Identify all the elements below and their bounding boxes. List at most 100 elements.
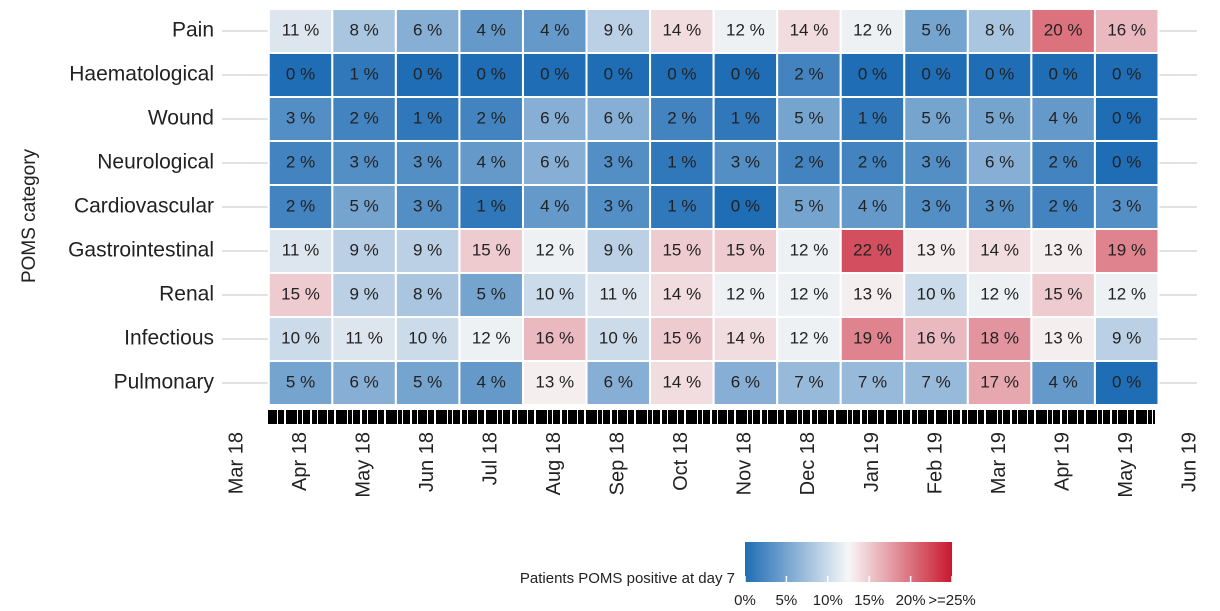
y-axis-label: POMS category	[19, 148, 40, 283]
cell-label: 12 %	[1107, 284, 1146, 303]
cell	[267, 360, 334, 406]
x-tick-label: Mar 19	[988, 432, 1010, 494]
cell	[903, 96, 969, 142]
cell	[966, 272, 1033, 318]
x-tick-label: Apr 18	[289, 432, 311, 491]
cell-label: 6 %	[540, 152, 569, 171]
cell-label: 5 %	[985, 108, 1014, 127]
cell-label: 4 %	[1049, 372, 1078, 391]
cell-label: 0 %	[540, 64, 569, 83]
cell-label: 0 %	[1112, 152, 1141, 171]
cell-label: 14 %	[726, 328, 765, 347]
colorbar-tick-label: 10%	[813, 592, 843, 609]
cell-label: 12 %	[726, 20, 765, 39]
cell-label: 12 %	[472, 328, 511, 347]
cell-label: 4 %	[477, 372, 506, 391]
cell	[394, 360, 461, 406]
cell	[331, 360, 397, 406]
cell-label: 11 %	[282, 20, 320, 39]
cell-label: 1 %	[667, 152, 696, 171]
cell-label: 2 %	[349, 108, 378, 127]
cell-label: 0 %	[1112, 372, 1141, 391]
cell-label: 0 %	[921, 64, 950, 83]
cell-label: 12 %	[790, 284, 829, 303]
cell-label: 10 %	[599, 328, 638, 347]
x-tick-label: Nov 18	[734, 432, 756, 495]
cell	[712, 8, 779, 54]
cell-label: 0 %	[985, 64, 1014, 83]
cell-label: 3 %	[1112, 196, 1141, 215]
cell	[966, 52, 1033, 98]
cell-label: 9 %	[349, 284, 378, 303]
cell	[458, 8, 524, 54]
cell-label: 8 %	[413, 284, 442, 303]
colorbar-tick-label: 15%	[854, 592, 884, 609]
cell-label: 19 %	[853, 328, 892, 347]
cell-label: 15 %	[281, 284, 320, 303]
cell-label: 9 %	[349, 240, 378, 259]
cell-label: 15 %	[662, 328, 701, 347]
cell-label: 9 %	[413, 240, 442, 259]
cell-label: 2 %	[286, 152, 315, 171]
cell-label: 3 %	[921, 196, 950, 215]
cell-label: 5 %	[921, 108, 950, 127]
cell-label: 5 %	[349, 196, 378, 215]
cell-label: 10 %	[408, 328, 447, 347]
cell-label: 12 %	[853, 20, 892, 39]
cell	[903, 360, 969, 406]
cell-label: 20 %	[1044, 20, 1083, 39]
cell-label: 2 %	[858, 152, 887, 171]
cell-label: 3 %	[985, 196, 1014, 215]
cell-label: 6 %	[540, 108, 569, 127]
cell-label: 7 %	[794, 372, 823, 391]
cell-label: 17 %	[980, 372, 1019, 391]
cell-label: 1 %	[667, 196, 696, 215]
cell-label: 0 %	[1112, 64, 1141, 83]
cell-label: 1 %	[858, 108, 887, 127]
cell	[1093, 360, 1160, 406]
cell-label: 9 %	[1112, 328, 1141, 347]
row-label: Neurological	[97, 151, 214, 174]
cell-label: 3 %	[921, 152, 950, 171]
cell	[649, 228, 715, 274]
cell	[585, 184, 652, 230]
x-tick-label: Mar 18	[225, 432, 247, 494]
cell	[1093, 184, 1160, 230]
cell-label: 0 %	[858, 64, 887, 83]
cell	[966, 316, 1033, 362]
cell-label: 2 %	[794, 152, 823, 171]
cell-label: 6 %	[604, 108, 633, 127]
x-tick-label: Jun 18	[416, 432, 438, 492]
cell-label: 12 %	[790, 240, 829, 259]
cell-label: 12 %	[726, 284, 765, 303]
cell-label: 13 %	[853, 284, 892, 303]
cell	[1093, 272, 1160, 318]
cell	[712, 228, 779, 274]
x-tick-label: Jul 18	[479, 432, 501, 485]
cell-label: 5 %	[794, 108, 823, 127]
cell	[839, 228, 906, 274]
cell	[458, 272, 524, 318]
cell	[1093, 96, 1160, 142]
cell	[331, 96, 397, 142]
cell	[458, 360, 524, 406]
cell-label: 4 %	[858, 196, 887, 215]
cell	[712, 96, 779, 142]
colorbar-tick-label: >=25%	[928, 592, 976, 609]
cell	[966, 228, 1033, 274]
cell-label: 14 %	[662, 20, 701, 39]
cell-label: 15 %	[1044, 284, 1083, 303]
cell-label: 12 %	[790, 328, 829, 347]
row-label: Pulmonary	[114, 371, 215, 394]
cell-label: 3 %	[349, 152, 378, 171]
colorbar-title: Patients POMS positive at day 7	[520, 570, 735, 587]
row-label: Gastrointestinal	[68, 239, 214, 262]
cell-label: 3 %	[413, 196, 442, 215]
cell-label: 1 %	[731, 108, 760, 127]
cell	[521, 360, 588, 406]
cell-label: 16 %	[535, 328, 574, 347]
cell	[394, 316, 461, 362]
cell-label: 2 %	[286, 196, 315, 215]
cell	[458, 316, 524, 362]
